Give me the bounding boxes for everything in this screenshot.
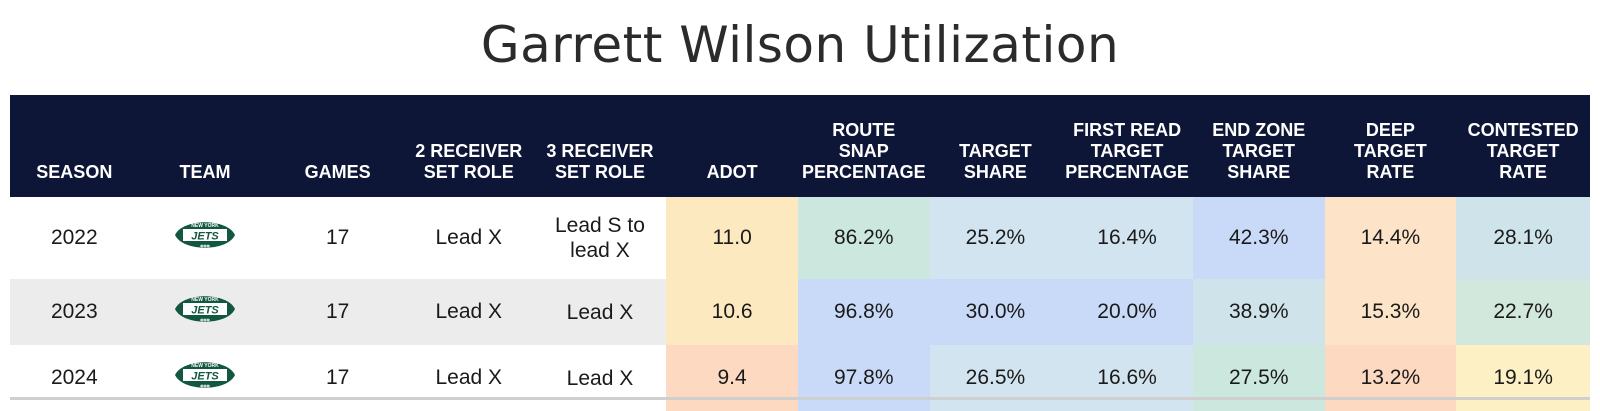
column-header-line: PERCENTAGE (801, 162, 926, 182)
role-3wr-line: lead X (570, 239, 630, 262)
games-cell: 17 (325, 226, 350, 249)
deep-rate-cell: 14.4% (1324, 197, 1457, 279)
team-cell: NEW YORK JETS (138, 279, 272, 345)
end-zone-share-cell: 42.3% (1192, 197, 1325, 279)
table-row: 2023 NEW YORK JETS 17 Lead X Lead X 10.6 96.8% 3… (10, 279, 1590, 345)
role-2wr-cell: Lead X (435, 226, 503, 249)
jets-logo-icon: NEW YORK JETS (173, 356, 237, 400)
target-share-cell: 26.5% (929, 345, 1062, 411)
column-header-line: GAMES (304, 162, 371, 182)
column-header-line: PERCENTAGE (1065, 162, 1189, 182)
role-3wr-line: Lead X (566, 366, 634, 390)
games-cell: 17 (325, 366, 350, 389)
end-zone-share-cell: 38.9% (1192, 279, 1325, 345)
column-header-line: TARGET (1090, 141, 1164, 161)
contested-rate-cell: 19.1% (1456, 345, 1590, 411)
utilization-table: SEASON TEAM GAMES 2 RECEIVER SET ROLE 3 RECEI… (10, 95, 1590, 411)
contested-rate-cell: 22.7% (1456, 279, 1590, 345)
column-header-line: SET ROLE (423, 162, 514, 182)
column-header-line: TARGET (959, 141, 1032, 161)
jets-logo-icon: NEW YORK JETS (173, 290, 237, 334)
target-share-cell: 30.0% (929, 279, 1062, 345)
column-header-line: SHARE (1227, 162, 1291, 182)
column-header-line: SNAP (838, 141, 889, 161)
column-header-line: CONTESTED (1467, 120, 1579, 140)
target-share-cell: 25.2% (929, 197, 1062, 279)
adot-cell: 9.4 (666, 345, 798, 411)
column-header-first-read-pct: FIRST READ TARGET PERCENTAGE (1061, 95, 1193, 197)
column-header-line: SHARE (963, 162, 1027, 182)
season-cell: 2022 (50, 226, 98, 249)
column-header-line: RATE (1366, 162, 1415, 182)
column-header-line: ADOT (706, 162, 758, 182)
route-snap-pct-cell: 86.2% (797, 197, 930, 279)
header-row: SEASON TEAM GAMES 2 RECEIVER SET ROLE 3 RECEI… (10, 95, 1590, 197)
role-2wr-cell: Lead X (403, 279, 534, 345)
column-header-team: TEAM (138, 95, 272, 197)
team-cell: NEW YORK JETS (139, 345, 272, 411)
end-zone-share-cell: 27.5% (1192, 345, 1325, 411)
role-3wr-line: Lead S to (554, 214, 645, 237)
bottom-rule (10, 397, 1590, 400)
column-header-line: FIRST READ (1073, 120, 1182, 140)
role-3wr-cell: Lead X (534, 345, 667, 411)
column-header-line: END ZONE (1212, 120, 1306, 140)
role-2wr-cell: Lead X (435, 366, 503, 389)
jets-logo-icon: NEW YORK JETS (173, 216, 237, 260)
route-snap-pct-cell: 96.8% (797, 279, 930, 345)
first-read-pct-cell: 16.6% (1061, 345, 1193, 411)
column-header-season: SEASON (10, 95, 139, 197)
games-cell: 17 (271, 279, 404, 345)
column-header-line: RATE (1499, 162, 1547, 182)
logo-text-top: NEW YORK (191, 223, 219, 229)
first-read-pct-cell: 20.0% (1061, 279, 1193, 345)
column-header-line: ROUTE (832, 120, 896, 140)
logo-text-main: JETS (191, 305, 219, 317)
role-3wr-line: Lead X (566, 300, 634, 324)
adot-cell: 10.6 (666, 279, 798, 345)
column-header-2wr-role: 2 RECEIVER SET ROLE (403, 95, 534, 197)
adot-cell: 11.0 (666, 197, 798, 279)
logo-text-top: NEW YORK (191, 363, 219, 369)
column-header-end-zone-share: END ZONE TARGET SHARE (1192, 95, 1325, 197)
column-header-line: TARGET (1486, 141, 1560, 161)
column-header-line: TARGET (1222, 141, 1296, 161)
column-header-line: DEEP (1365, 120, 1415, 140)
role-3wr-cell: Lead X (533, 279, 667, 345)
table-row: 2024 NEW YORK JETS 17 Lead X Lead X 9.4 97.8% 26… (10, 345, 1590, 411)
logo-text-main: JETS (191, 231, 219, 243)
season-cell: 2024 (50, 366, 98, 389)
column-header-3wr-role: 3 RECEIVER SET ROLE (533, 95, 667, 197)
logo-text-top: NEW YORK (191, 297, 219, 303)
deep-rate-cell: 15.3% (1324, 279, 1457, 345)
first-read-pct-cell: 16.4% (1061, 197, 1193, 279)
page-title: Garrett Wilson Utilization (480, 16, 1120, 74)
column-header-line: TEAM (179, 162, 231, 182)
logo-text-main: JETS (191, 371, 219, 383)
contested-rate-cell: 28.1% (1456, 197, 1590, 279)
season-cell: 2023 (10, 279, 139, 345)
column-header-line: SET ROLE (554, 162, 645, 182)
role-3wr-cell: Lead S to lead X (534, 197, 667, 279)
column-header-contested-rate: CONTESTED TARGET RATE (1456, 95, 1590, 197)
column-header-deep-rate: DEEP TARGET RATE (1324, 95, 1457, 197)
column-header-line: 2 RECEIVER (415, 141, 523, 161)
column-header-line: 3 RECEIVER (546, 141, 654, 161)
column-header-line: TARGET (1354, 141, 1427, 161)
team-cell: NEW YORK JETS (139, 197, 272, 279)
column-header-line: SEASON (36, 162, 113, 182)
route-snap-pct-cell: 97.8% (797, 345, 930, 411)
column-header-target-share: TARGET SHARE (929, 95, 1062, 197)
column-header-adot: ADOT (666, 95, 798, 197)
deep-rate-cell: 13.2% (1324, 345, 1457, 411)
column-header-route-snap-pct: ROUTE SNAP PERCENTAGE (797, 95, 930, 197)
column-header-games: GAMES (271, 95, 404, 197)
